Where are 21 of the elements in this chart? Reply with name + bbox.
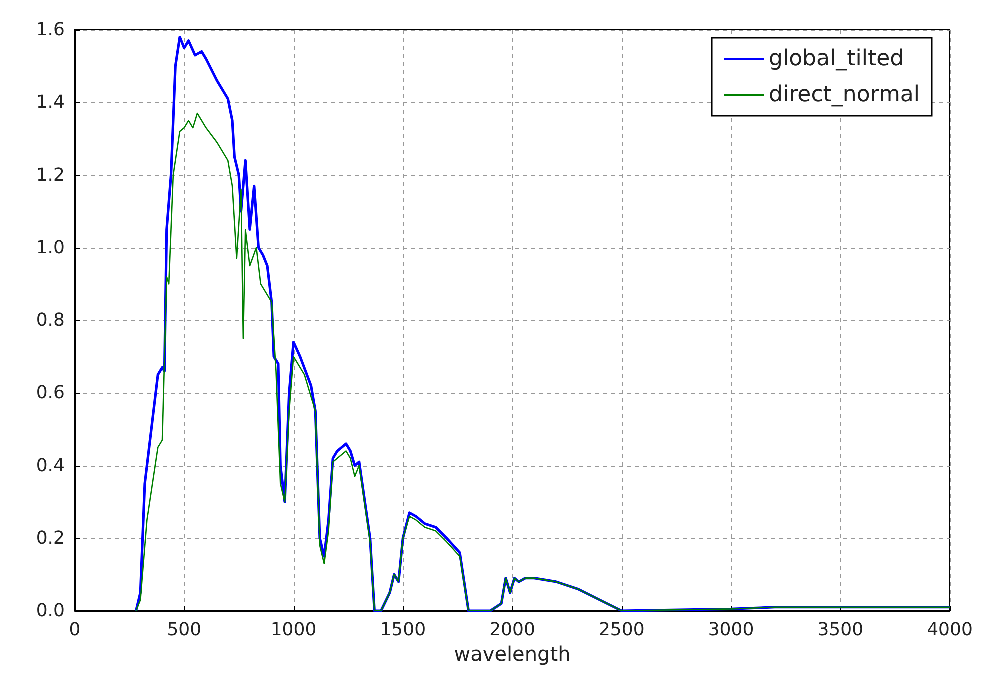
x-tick-label: 4000 [927,620,973,640]
y-tick-label: 0.6 [36,382,65,404]
y-tick-label: 1.0 [36,237,65,258]
y-tick-label: 0.2 [36,528,65,549]
y-tick-label: 1.6 [36,20,65,40]
y-tick-label: 0.4 [36,455,65,476]
y-tick-label: 0.8 [36,310,65,331]
legend-label: direct_normal [769,82,920,108]
legend-label: global_tilted [769,46,904,72]
x-tick-label: 2000 [490,620,536,640]
x-tick-label: 500 [167,620,202,640]
x-tick-label: 0 [69,620,81,640]
x-axis-title: wavelength [454,642,571,666]
y-tick-label: 1.4 [36,92,65,114]
x-tick-label: 1500 [380,620,426,640]
y-tick-label: 0.0 [36,600,65,622]
x-tick-label: 3500 [818,620,864,640]
x-tick-label: 2500 [598,620,645,640]
x-tick-label: 3000 [708,620,754,640]
y-tick-label: 1.2 [36,164,65,186]
x-tick-label: 1000 [270,620,317,640]
